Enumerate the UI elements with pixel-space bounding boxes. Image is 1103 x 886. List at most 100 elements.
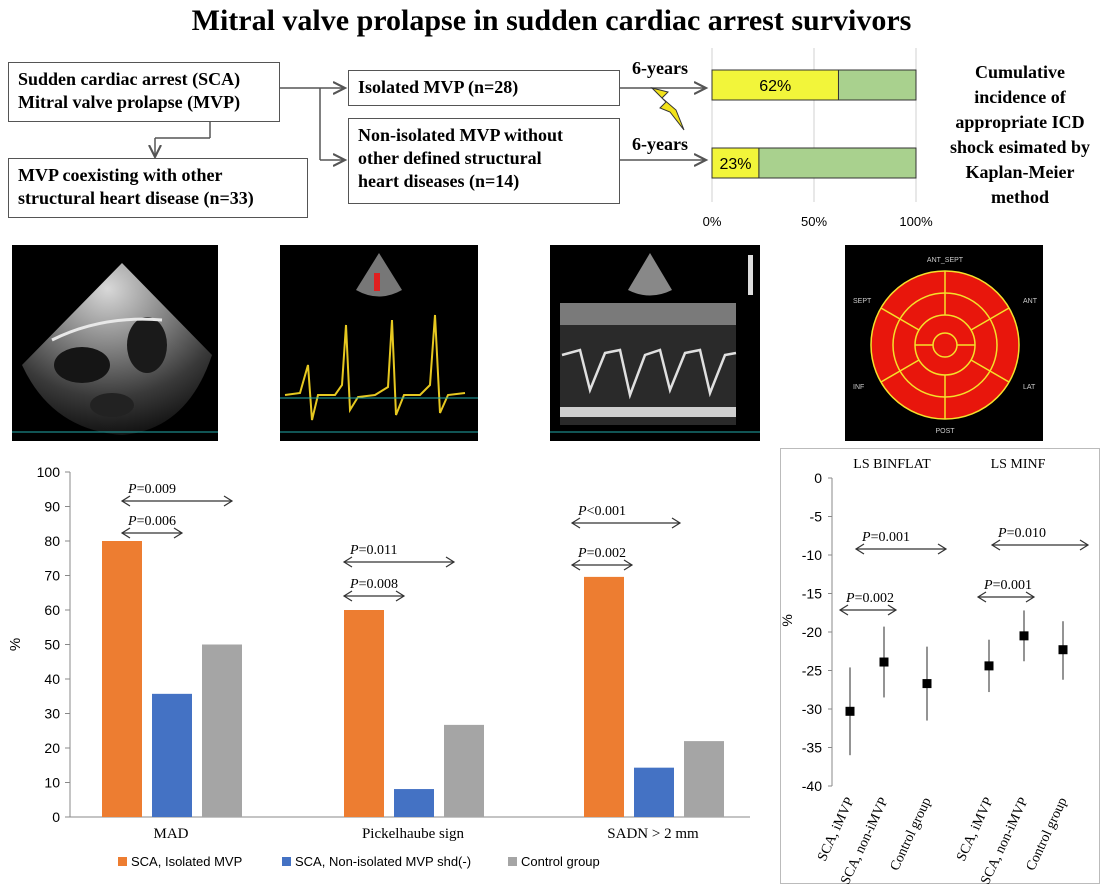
p-value-text: =0.006: [137, 514, 176, 529]
flow-connectors: [0, 0, 1103, 240]
box-coexisting: MVP coexisting with other structural hea…: [8, 158, 308, 218]
bar-2-1: [634, 767, 674, 817]
y-tick-label: 10: [44, 775, 60, 791]
p-value-text: =0.008: [359, 577, 398, 592]
box-isolated-mvp: Isolated MVP (n=28): [348, 70, 620, 106]
strain-group-label: LS BINFLAT: [853, 457, 931, 472]
strain-mean-point: [984, 661, 994, 671]
y-tick-label: 20: [44, 740, 60, 756]
chart-legend: SCA, Isolated MVP SCA, Non-isolated MVP s…: [118, 854, 600, 869]
y-tick-label: 70: [44, 568, 60, 584]
incidence-tick-label: 100%: [899, 214, 933, 229]
category-label: Pickelhaube sign: [362, 826, 465, 842]
p-italic: P: [845, 591, 855, 606]
strain-y-tick-label: -40: [802, 778, 822, 794]
y-tick-label: 50: [44, 637, 60, 653]
box-nonisolated-mvp: Non-isolated MVP without other defined s…: [348, 118, 620, 204]
legend-label: Control group: [521, 854, 600, 869]
lightning-icon: [650, 87, 685, 131]
feature-bar-chart: 0 10 20 30 40 50 60 70 80 90 100% MAD Pickelhaube si…: [7, 464, 750, 869]
arrowhead-right: [445, 556, 456, 568]
page-title: Mitral valve prolapse in sudden cardiac …: [191, 4, 912, 37]
strain-chart: 0 -5 -10 -15 -20 -25 -30 -35 -40% LS BINFLAT LS MI…: [780, 457, 1090, 884]
y-tick-label: 90: [44, 499, 60, 515]
bullseye-label-left-low: INF: [853, 384, 864, 391]
y-axis-label: %: [7, 638, 24, 651]
arrowhead-left: [342, 556, 353, 568]
p-value-text: =0.001: [871, 530, 910, 545]
box-sca-mvp: Sudden cardiac arrest (SCA) Mitral valve…: [8, 62, 280, 122]
bar-1-1: [394, 789, 434, 817]
p-value-annotation: P=0.011: [342, 543, 456, 568]
p-value-annotation: P=0.002: [570, 546, 634, 571]
p-italic: P: [349, 543, 359, 558]
p-value-label: P=0.002: [845, 591, 894, 606]
arrowhead-left: [342, 590, 353, 602]
p-value-annotation: P=0.008: [342, 577, 406, 602]
strain-y-tick-label: -35: [802, 740, 822, 756]
bullseye-image: ANT_SEPT SEPT ANT INF LAT POST: [845, 245, 1043, 441]
p-value-label: P=0.002: [577, 546, 626, 561]
strain-mean-point: [1058, 645, 1068, 655]
bullseye-label-top: ANT_SEPT: [927, 257, 964, 264]
p-italic: P: [127, 514, 137, 529]
strain-p-value-annotation: P=0.010: [990, 526, 1090, 551]
p-italic: P: [861, 530, 871, 545]
strain-y-axis-label: %: [780, 614, 795, 626]
strain-p-value-annotation: P=0.002: [838, 591, 898, 616]
strain-mean-point: [1019, 631, 1029, 641]
legend-swatch: [118, 857, 127, 866]
arrowhead-left: [120, 527, 131, 539]
p-value-annotation: P=0.006: [120, 514, 184, 539]
arrowhead-left: [838, 604, 849, 616]
strain-category-label: Control group: [888, 795, 935, 873]
bar-2-0: [584, 576, 624, 817]
p-value-label: P=0.008: [349, 577, 398, 592]
bullseye-label-bottom: POST: [935, 428, 955, 435]
y-tick-label: 0: [52, 809, 60, 825]
p-value-text: =0.002: [855, 591, 894, 606]
bar-0-1: [152, 693, 192, 817]
arrowhead-right: [937, 543, 948, 555]
bullseye-label-right: ANT: [1023, 298, 1038, 305]
p-italic: P: [577, 504, 587, 519]
incidence-bar-remainder: [837, 69, 917, 101]
legend-swatch: [508, 857, 517, 866]
y-tick-label: 30: [44, 706, 60, 722]
p-value-label: P=0.001: [861, 530, 910, 545]
bar-1-2: [444, 724, 484, 817]
strain-y-tick-label: -15: [802, 586, 822, 602]
legend-swatch: [282, 857, 291, 866]
incidence-bar-value: [711, 147, 760, 179]
p-value-text: =0.011: [359, 543, 398, 558]
incidence-note: Cumulative incidence of appropriate ICD …: [949, 62, 1090, 207]
p-value-label: P<0.001: [577, 504, 626, 519]
strain-p-value-annotation: P=0.001: [854, 530, 948, 555]
incidence-value-label: 62%: [759, 78, 791, 95]
arrowhead-right: [173, 527, 184, 539]
p-value-annotation: P=0.009: [120, 482, 234, 507]
arrowhead-right: [671, 517, 682, 529]
p-value-text: =0.002: [587, 546, 626, 561]
arrowhead-right: [395, 590, 406, 602]
arrowhead-left: [854, 543, 865, 555]
strain-mean-point: [845, 706, 855, 716]
p-italic: P: [983, 578, 993, 593]
strain-mean-point: [922, 679, 932, 689]
p-value-label: P=0.010: [997, 526, 1046, 541]
doppler-image: [280, 245, 478, 441]
y-tick-label: 80: [44, 533, 60, 549]
strain-mean-point: [879, 657, 889, 667]
incidence-bar-value: [711, 69, 839, 101]
strain-y-tick-label: -10: [802, 547, 822, 563]
arrowhead-right: [1079, 539, 1090, 551]
arrowhead-right: [887, 604, 898, 616]
bullseye-label-right-low: LAT: [1023, 384, 1036, 391]
p-value-label: P=0.006: [127, 514, 176, 529]
incidence-tick-label: 50%: [801, 214, 827, 229]
strain-y-tick-label: -5: [810, 509, 823, 525]
bar-0-0: [102, 541, 142, 817]
strain-p-value-annotation: P=0.001: [976, 578, 1036, 603]
strain-group-label: LS MINF: [991, 457, 1046, 472]
bullseye-label-left: SEPT: [853, 298, 872, 305]
